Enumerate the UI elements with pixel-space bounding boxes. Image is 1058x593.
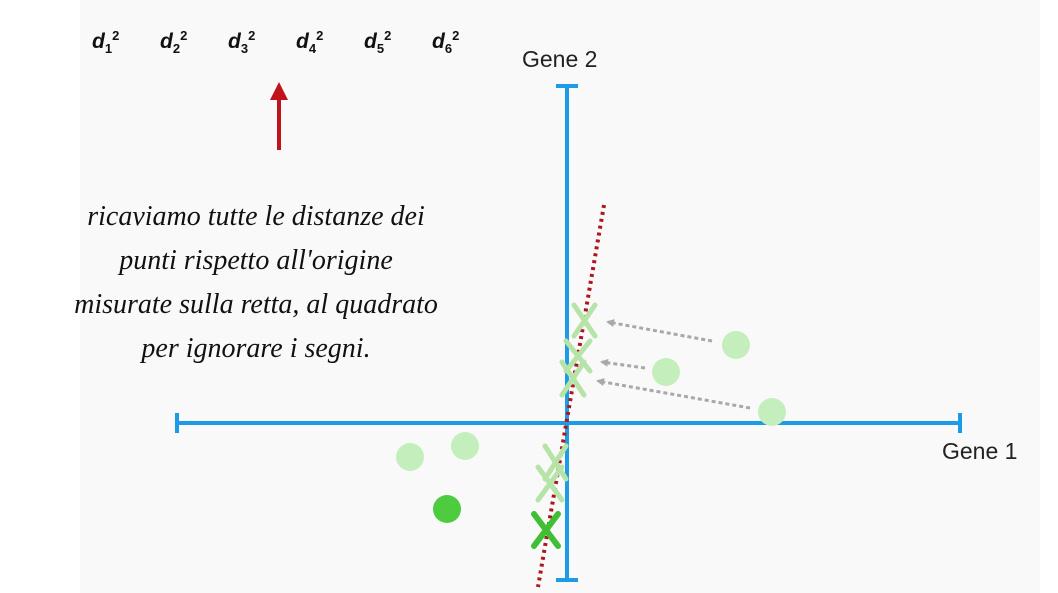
caption-line-2: punti rispetto all'origine bbox=[119, 245, 393, 276]
data-point-3 bbox=[758, 398, 786, 426]
data-point-2 bbox=[652, 358, 680, 386]
distance-label-d6: d62 bbox=[432, 28, 460, 57]
caption-line-3: misurate sulla retta, al quadrato bbox=[74, 289, 438, 320]
caption-text: ricaviamo tutte le distanze dei punti ri… bbox=[0, 195, 512, 371]
projection-cross-5 bbox=[535, 464, 565, 503]
projection-cross-3 bbox=[559, 359, 587, 398]
x-axis-label: Gene 1 bbox=[942, 438, 1018, 464]
distance-label-d2: d22 bbox=[160, 28, 188, 57]
caption-line-4: per ignorare i segni. bbox=[141, 333, 371, 364]
y-axis-label: Gene 2 bbox=[522, 46, 598, 72]
data-point-highlighted bbox=[433, 495, 461, 523]
projection-cross-4 bbox=[542, 443, 569, 482]
projection-cross-highlighted bbox=[531, 511, 561, 549]
projection-cross-1 bbox=[571, 302, 598, 339]
distance-labels: d12 d22 d32 d42 d52 d62 bbox=[92, 28, 500, 56]
projection-arrow-1 bbox=[606, 319, 713, 343]
data-point-1 bbox=[722, 331, 750, 359]
up-arrow-head bbox=[270, 82, 288, 100]
y-axis bbox=[556, 84, 578, 582]
distance-label-d3: d32 bbox=[228, 28, 256, 57]
projection-arrow-3 bbox=[596, 378, 751, 410]
up-arrow bbox=[270, 82, 288, 150]
data-point-4 bbox=[451, 432, 479, 460]
data-point-5 bbox=[396, 443, 424, 471]
distance-label-d5: d52 bbox=[364, 28, 392, 57]
distance-label-d1: d12 bbox=[92, 28, 120, 57]
projection-arrow-2 bbox=[600, 358, 646, 370]
projection-cross-2 bbox=[563, 338, 593, 374]
caption-line-1: ricaviamo tutte le distanze dei bbox=[87, 201, 425, 232]
distance-label-d4: d42 bbox=[296, 28, 324, 57]
